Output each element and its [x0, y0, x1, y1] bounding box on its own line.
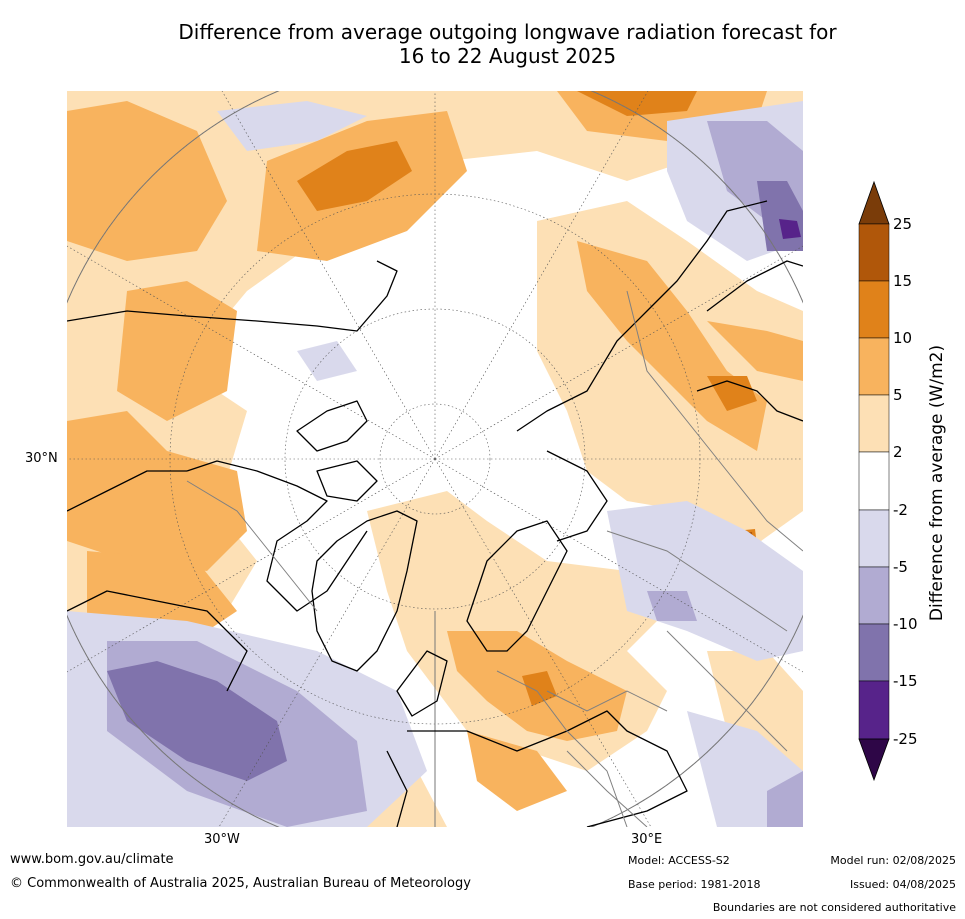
colorbar-tick: 5	[893, 386, 903, 404]
colorbar-15-25	[858, 223, 890, 282]
colorbar-tick: 15	[893, 272, 913, 290]
footer-url: www.bom.gov.au/climate	[10, 852, 174, 867]
colorbar-neg-2-5	[858, 509, 890, 568]
colorbar-label: Difference from average (W/m2)	[927, 344, 947, 622]
colorbar-tick: 10	[893, 329, 913, 347]
lon-label-30e: 30°E	[631, 832, 663, 847]
colorbar-tick: -2	[893, 501, 908, 519]
colorbar-tick: 25	[893, 215, 913, 233]
colorbar-tick: -10	[893, 615, 918, 633]
map-title-line1: Difference from average outgoing longwav…	[178, 20, 837, 44]
coastlines	[67, 200, 803, 827]
colorbar-tick: -5	[893, 558, 908, 576]
colorbar: 25 15 10 5 2 -2 -5 -10 -15 -25	[850, 180, 965, 790]
colorbar-neg-5-10	[858, 566, 890, 625]
colorbar-neutral	[858, 451, 890, 511]
footer-copyright: © Commonwealth of Australia 2025, Austra…	[10, 876, 471, 891]
anomaly-10-15-regions	[297, 91, 757, 706]
olr-anomaly-map	[67, 91, 803, 827]
colorbar-5-10	[858, 337, 890, 396]
map-title: Difference from average outgoing longwav…	[0, 20, 965, 68]
map-title-line2: 16 to 22 August 2025	[398, 44, 617, 68]
colorbar-tick: 2	[893, 443, 903, 461]
country-boundaries	[186, 290, 803, 827]
footer-base-period: Base period: 1981-2018	[628, 878, 761, 891]
footer-issued: Issued: 04/08/2025	[849, 878, 956, 891]
colorbar-top-arrow	[858, 180, 890, 225]
primary-meridians	[67, 91, 803, 827]
anomaly-neg-15-25-regions	[779, 219, 801, 239]
colorbar-tick: -25	[893, 730, 918, 748]
footer-model-run: Model run: 02/08/2025	[830, 854, 956, 867]
colorbar-2-5	[858, 394, 890, 453]
colorbar-bottom-arrow	[858, 738, 890, 782]
colorbar-tick: -15	[893, 672, 918, 690]
colorbar-10-15	[858, 280, 890, 339]
lat-label-30n: 30°N	[25, 451, 58, 466]
map-panel	[67, 91, 803, 827]
colorbar-svg	[858, 180, 890, 782]
lon-label-30w: 30°W	[204, 832, 240, 847]
colorbar-neg-10-15	[858, 623, 890, 682]
colorbar-neg-15-25	[858, 680, 890, 740]
footer-disclaimer: Boundaries are not considered authoritat…	[712, 901, 956, 914]
footer-model: Model: ACCESS-S2	[628, 854, 730, 867]
